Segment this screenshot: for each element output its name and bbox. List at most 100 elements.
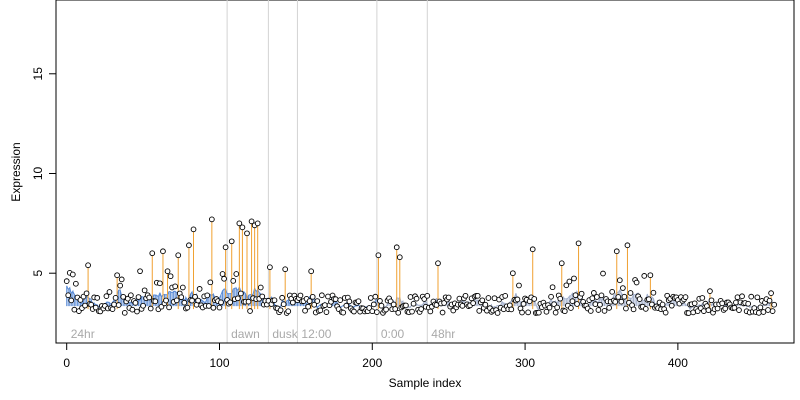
highlight-point xyxy=(558,260,565,267)
data-point xyxy=(92,304,99,311)
data-point xyxy=(94,295,101,301)
data-point xyxy=(571,275,577,282)
data-point xyxy=(277,307,284,314)
data-point xyxy=(259,293,266,300)
highlight-point xyxy=(510,270,516,277)
data-point xyxy=(279,294,285,301)
data-point xyxy=(765,307,771,313)
data-point xyxy=(152,298,159,305)
data-point xyxy=(531,296,538,302)
data-point xyxy=(73,280,79,287)
highlight-point xyxy=(308,268,315,275)
data-point xyxy=(757,304,764,311)
y-tick-label: 5 xyxy=(31,270,45,277)
section-divider-lines xyxy=(226,0,428,343)
x-tick-label: 400 xyxy=(668,356,688,370)
data-point xyxy=(245,298,252,305)
data-point xyxy=(141,287,148,294)
highlight-point xyxy=(624,242,631,249)
data-point xyxy=(623,305,629,312)
data-point xyxy=(491,295,498,302)
x-axis: 0 100 200 300 400 xyxy=(63,342,688,370)
data-point xyxy=(739,293,745,300)
data-point xyxy=(367,295,374,301)
data-point xyxy=(306,298,313,304)
highlight-point xyxy=(396,254,403,261)
data-point xyxy=(620,285,626,291)
data-point xyxy=(192,293,198,300)
data-point xyxy=(83,290,90,297)
section-label: dawn xyxy=(231,327,260,341)
plot-frame xyxy=(55,0,795,344)
data-point xyxy=(196,286,203,292)
highlight-point xyxy=(186,242,192,249)
data-point xyxy=(766,297,773,304)
data-point xyxy=(708,297,715,304)
data-point xyxy=(459,302,466,309)
highlight-point xyxy=(209,216,215,223)
data-point xyxy=(508,306,515,313)
highlight-point xyxy=(254,220,261,227)
data-point xyxy=(207,279,214,286)
data-point xyxy=(736,307,742,313)
data-point xyxy=(147,305,154,312)
data-point xyxy=(124,295,131,302)
data-point xyxy=(760,309,767,315)
data-point xyxy=(441,300,447,306)
section-label: 48hr xyxy=(431,327,455,341)
data-point xyxy=(659,301,666,308)
data-point xyxy=(572,292,579,299)
data-point xyxy=(722,305,729,312)
y-axis-label: Expression xyxy=(9,142,23,201)
data-point xyxy=(662,309,669,316)
data-point xyxy=(641,273,648,279)
highlight-point xyxy=(222,244,229,251)
data-point xyxy=(317,307,324,314)
data-point xyxy=(569,298,576,305)
data-point xyxy=(645,296,652,303)
data-point xyxy=(494,310,501,316)
highlight-point xyxy=(160,248,166,255)
data-point xyxy=(691,300,698,307)
data-point xyxy=(514,296,521,303)
section-label: 12:00 xyxy=(301,327,331,341)
data-point xyxy=(668,302,675,309)
data-point xyxy=(574,301,580,307)
data-point xyxy=(374,309,380,315)
highlight-point xyxy=(768,290,774,297)
highlight-point xyxy=(393,244,400,251)
data-point xyxy=(372,293,379,300)
highlight-point xyxy=(228,238,235,245)
data-point xyxy=(82,302,88,309)
data-point xyxy=(103,293,110,299)
data-point xyxy=(238,290,244,297)
data-point xyxy=(633,279,640,286)
data-point xyxy=(343,302,350,309)
data-point xyxy=(705,307,712,314)
data-point xyxy=(748,293,755,300)
data-point xyxy=(302,307,308,314)
data-point xyxy=(403,302,409,309)
data-point xyxy=(597,301,603,308)
data-point xyxy=(563,282,570,289)
data-point xyxy=(351,308,357,315)
highlight-point xyxy=(707,288,713,295)
data-point xyxy=(427,308,434,315)
data-point xyxy=(479,297,486,304)
highlight-point xyxy=(236,220,243,227)
data-point xyxy=(158,303,165,310)
data-point xyxy=(120,293,127,300)
data-point xyxy=(285,308,292,315)
data-point xyxy=(682,294,689,300)
y-tick-label: 15 xyxy=(31,67,45,81)
data-point xyxy=(598,292,605,299)
data-point xyxy=(280,301,287,308)
y-tick-label: 10 xyxy=(31,167,45,181)
data-point xyxy=(700,308,707,314)
data-point xyxy=(115,302,122,308)
x-tick-label: 0 xyxy=(63,356,70,370)
data-point xyxy=(297,292,304,299)
data-point xyxy=(112,295,119,301)
data-point xyxy=(325,293,331,300)
